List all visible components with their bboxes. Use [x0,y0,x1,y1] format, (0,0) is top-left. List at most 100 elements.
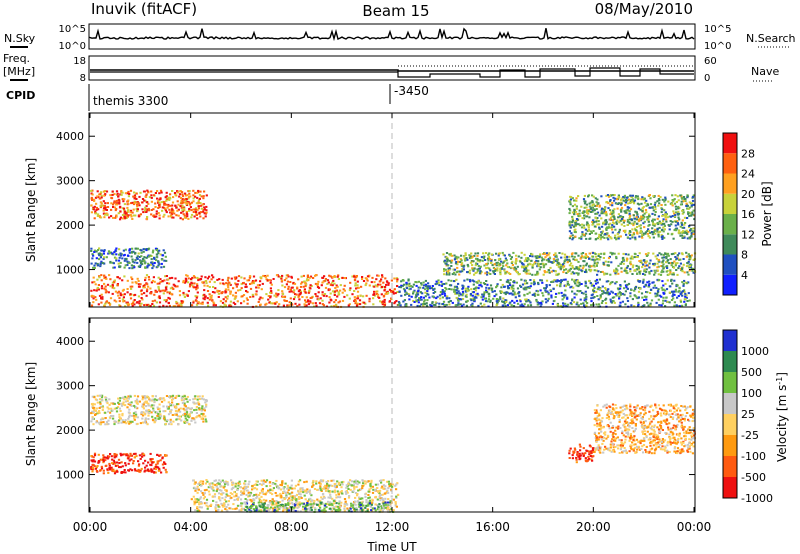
data-cell [132,412,136,415]
data-cell [133,196,136,198]
data-cell [569,198,573,201]
data-cell [578,290,581,293]
data-cell [307,279,310,282]
data-cell [601,230,604,233]
data-cell [566,297,569,300]
data-cell [461,270,464,273]
data-cell [578,224,582,227]
data-cell [556,303,559,306]
data-cell [495,252,498,255]
data-cell [418,298,421,301]
data-cell [354,276,357,279]
data-cell [147,418,150,420]
data-cell [593,209,596,212]
data-cell [294,293,297,296]
data-cell [126,454,130,457]
data-cell [288,301,291,304]
data-cell [297,278,300,281]
data-cell [129,209,133,212]
data-cell [339,284,342,287]
data-cell [682,196,686,198]
data-cell [529,285,532,288]
data-cell [523,253,526,256]
data-cell [124,419,127,422]
data-cell [298,303,301,306]
data-cell [611,252,614,255]
data-cell [543,287,546,290]
data-cell [179,190,182,192]
data-cell [656,292,659,295]
data-cell [196,295,199,298]
data-cell [93,289,96,292]
data-cell [264,275,267,278]
data-cell [677,231,681,234]
data-cell [102,421,105,424]
data-cell [610,290,613,293]
data-cell [619,198,623,201]
data-cell [321,498,324,500]
data-cell [561,294,564,297]
data-cell [92,208,95,211]
data-cell [470,257,473,259]
data-cell [617,264,620,267]
data-cell [95,206,98,209]
data-cell [509,301,512,304]
data-cell [536,265,539,268]
data-cell [157,201,160,204]
data-cell [100,252,103,255]
data-cell [127,202,130,205]
data-cell [443,273,446,276]
data-cell [423,303,426,305]
data-cell [322,294,325,297]
data-cell [176,200,179,203]
data-cell [244,283,247,286]
data-cell [495,264,498,267]
data-cell [92,297,95,300]
data-cell [656,290,660,293]
data-cell [185,408,188,411]
data-cell [540,303,543,306]
data-cell [632,231,635,234]
data-cell [665,296,668,299]
data-cell [165,300,168,303]
data-cell [590,304,593,307]
data-cell [99,423,102,426]
data-cell [119,205,122,208]
data-cell [614,273,617,276]
data-cell [283,299,286,302]
data-cell [643,304,646,307]
data-cell [618,228,621,231]
data-cell [292,291,295,294]
data-cell [474,264,477,267]
data-cell [472,269,475,272]
data-cell [91,257,94,260]
data-cell [519,260,522,263]
data-cell [691,202,694,205]
data-cell [629,214,632,217]
data-cell [151,267,154,270]
data-cell [601,300,604,302]
data-cell [208,275,211,278]
data-cell [144,417,147,420]
data-cell [573,279,576,282]
data-cell [605,221,608,224]
data-cell [592,258,595,261]
data-cell [242,282,245,285]
data-cell [123,203,126,206]
data-cell [108,303,112,306]
data-cell [603,209,606,212]
data-cell [675,269,678,271]
data-cell [107,423,110,425]
data-cell [638,252,641,255]
data-cell [198,398,201,400]
data-cell [502,261,505,264]
data-cell [543,252,546,255]
data-cell [158,407,161,410]
data-cell [188,209,191,212]
data-cell [669,285,672,288]
data-cell [686,194,689,197]
data-cell [165,211,168,214]
data-cell [168,297,171,300]
data-cell [182,198,185,201]
data-cell [157,212,160,214]
